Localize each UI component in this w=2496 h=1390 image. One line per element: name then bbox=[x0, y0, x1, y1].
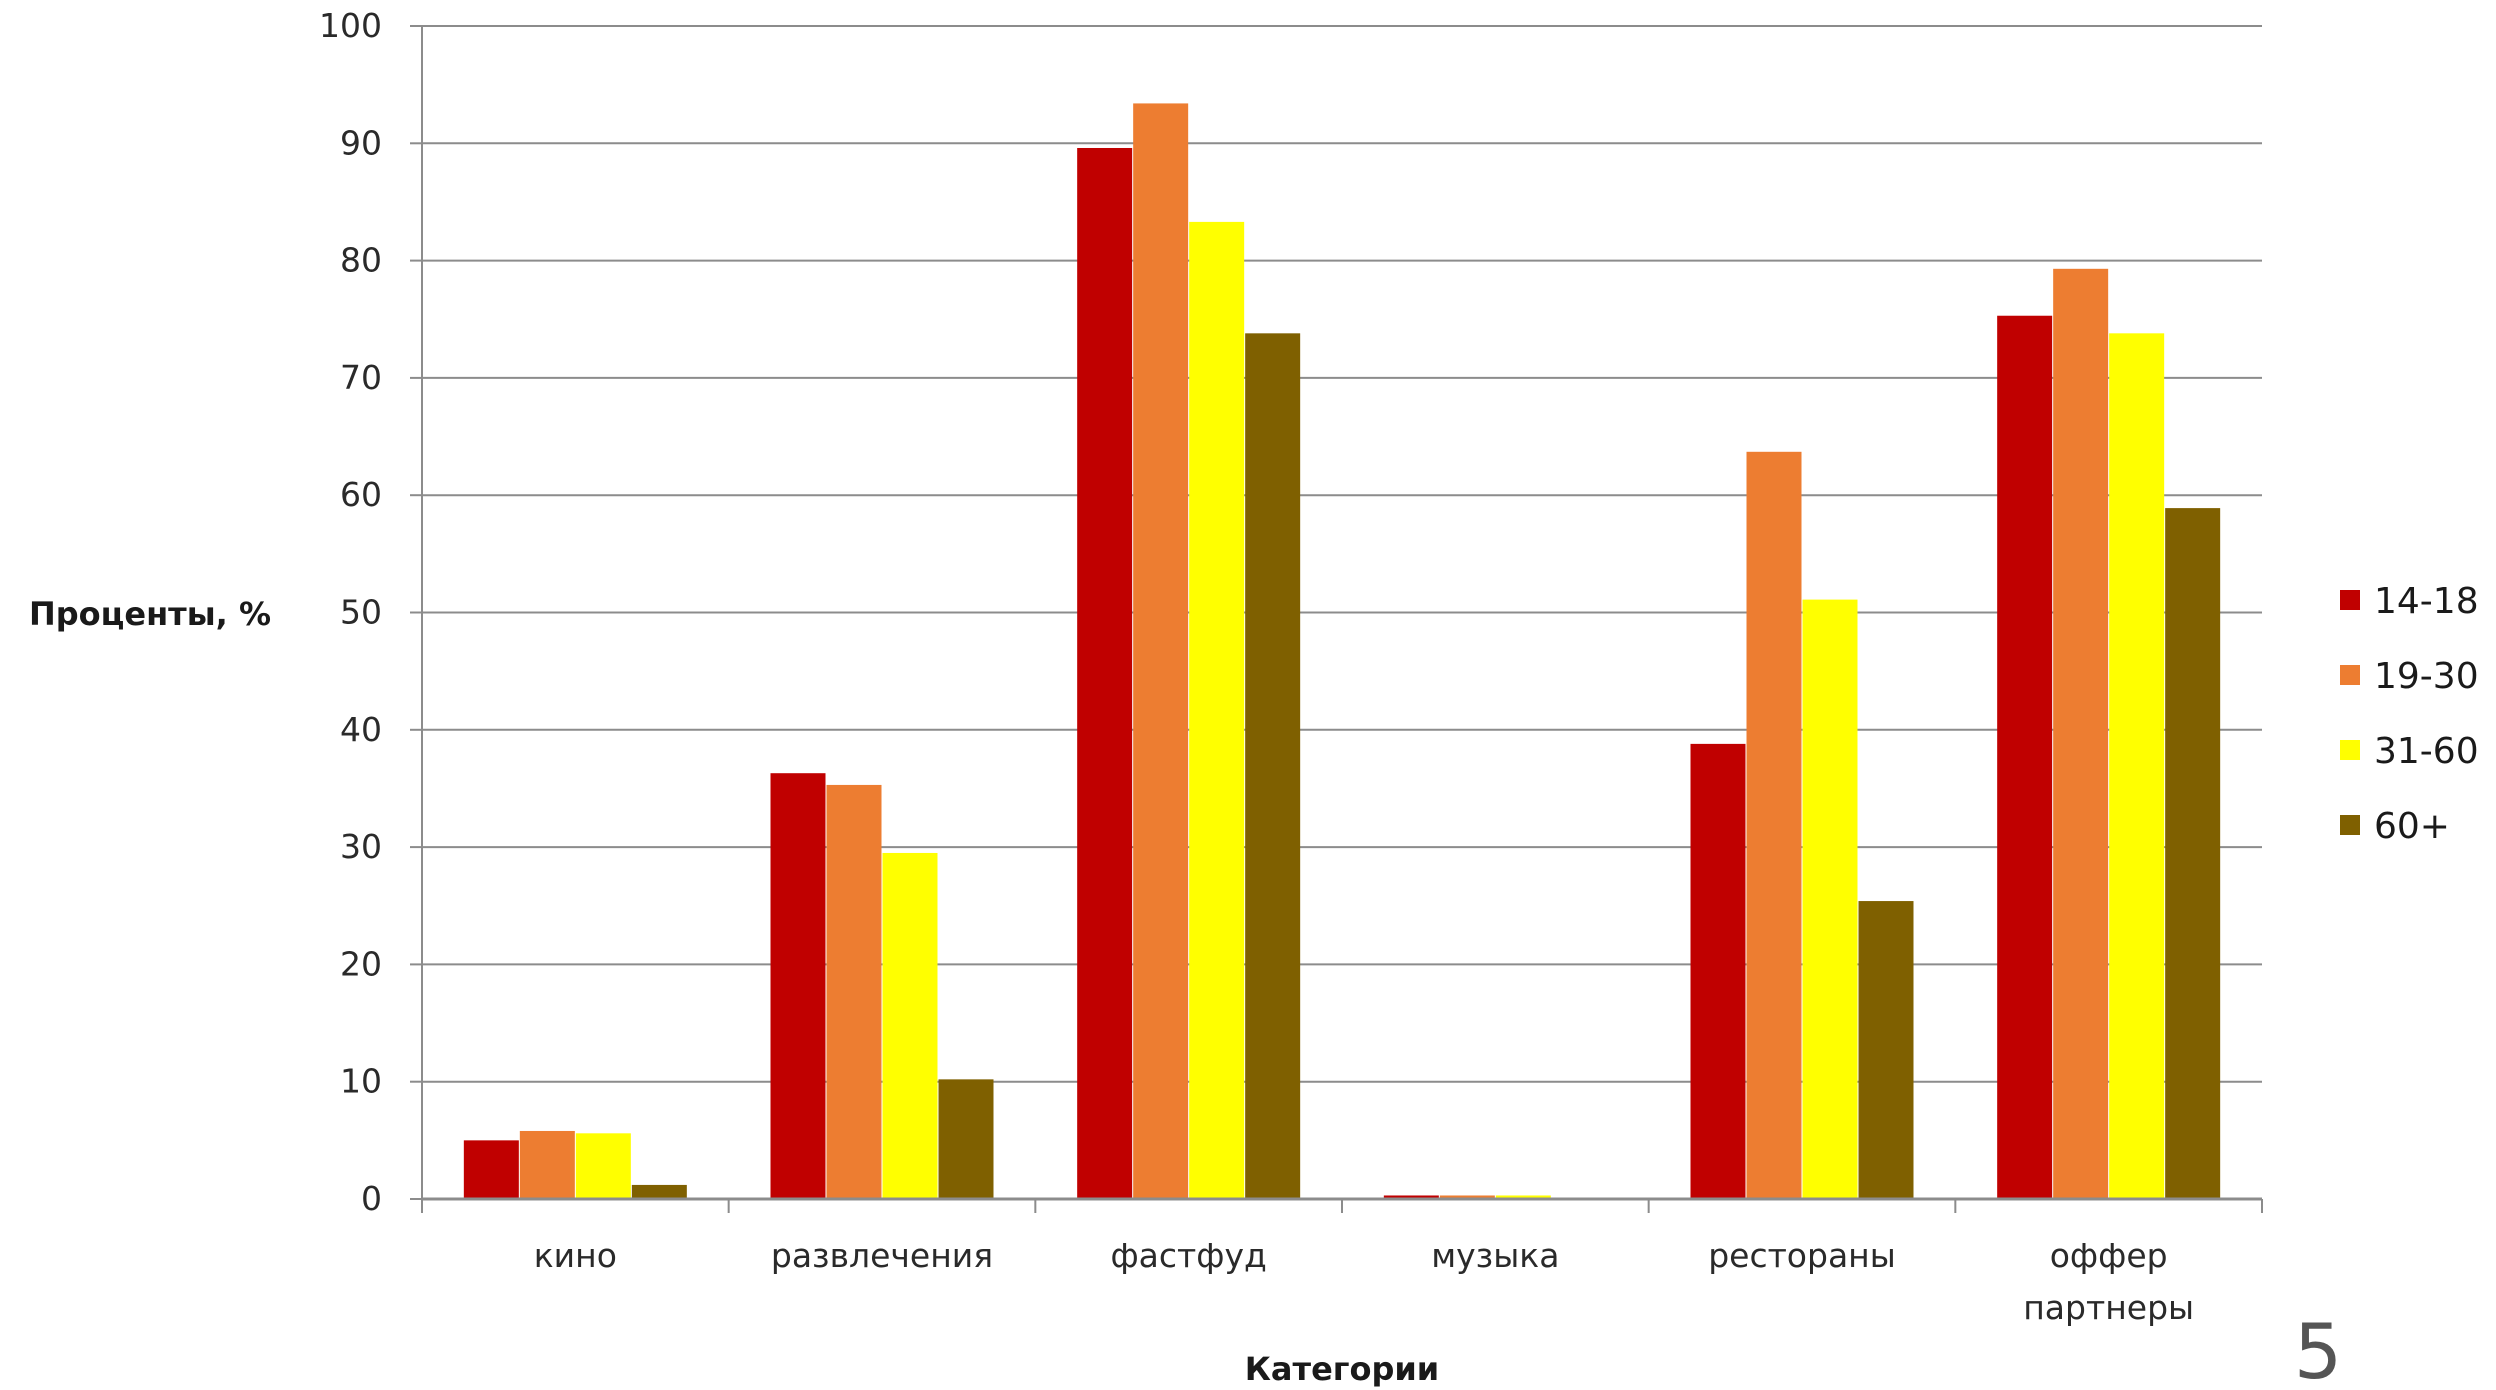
bar bbox=[1997, 315, 2053, 1200]
legend-label: 31-60 bbox=[2374, 731, 2479, 772]
bar bbox=[2109, 333, 2165, 1199]
bar bbox=[519, 1130, 575, 1199]
bar bbox=[2165, 508, 2221, 1199]
bar bbox=[1495, 1195, 1551, 1199]
bar bbox=[1077, 147, 1133, 1200]
bar bbox=[938, 1079, 994, 1199]
y-tick-label: 90 bbox=[340, 123, 382, 162]
y-tick-label: 50 bbox=[340, 593, 382, 632]
y-tick-label: 30 bbox=[340, 827, 382, 866]
legend-swatch bbox=[2340, 815, 2360, 835]
bar bbox=[1439, 1195, 1495, 1199]
y-tick-label: 70 bbox=[340, 358, 382, 397]
bar bbox=[463, 1140, 519, 1199]
x-tick-label: кино bbox=[534, 1236, 617, 1275]
bar bbox=[882, 852, 938, 1199]
y-axis-title: Проценты, % bbox=[29, 595, 271, 633]
y-tick-label: 20 bbox=[340, 944, 382, 983]
legend-label: 60+ bbox=[2374, 806, 2450, 847]
page-number: 5 bbox=[2294, 1307, 2342, 1390]
legend-swatch bbox=[2340, 590, 2360, 610]
bar bbox=[1245, 333, 1301, 1199]
legend-label: 19-30 bbox=[2374, 656, 2479, 697]
x-tick-label: фастфуд bbox=[1110, 1236, 1266, 1275]
bar bbox=[1802, 599, 1858, 1199]
x-tick-label: музыка bbox=[1431, 1236, 1559, 1275]
bar bbox=[631, 1184, 687, 1199]
bar bbox=[1383, 1195, 1439, 1199]
x-tick-label: развлечения bbox=[771, 1236, 993, 1275]
legend-swatch bbox=[2340, 740, 2360, 760]
legend-label: 14-18 bbox=[2374, 581, 2479, 622]
bar bbox=[1690, 743, 1746, 1199]
bar bbox=[826, 784, 882, 1199]
x-axis bbox=[421, 26, 2263, 1213]
y-tick-label: 10 bbox=[340, 1062, 382, 1101]
y-tick-label: 40 bbox=[340, 710, 382, 749]
bar bbox=[1189, 221, 1245, 1200]
y-tick-labels: 0 10 20 30 40 50 60 70 80 90 100 bbox=[319, 6, 382, 1218]
bar bbox=[770, 773, 826, 1199]
bar bbox=[1746, 451, 1802, 1199]
y-tick-label: 100 bbox=[319, 6, 382, 45]
x-tick-label: рестораны bbox=[1708, 1236, 1896, 1275]
bar bbox=[1133, 103, 1189, 1200]
bar bbox=[2053, 268, 2109, 1199]
x-axis-title: Категории bbox=[1245, 1350, 1439, 1388]
legend-swatch bbox=[2340, 665, 2360, 685]
y-tick-label: 0 bbox=[361, 1179, 382, 1218]
bar bbox=[1858, 901, 1914, 1199]
legend: 14-18 19-30 31-60 60+ bbox=[2340, 581, 2479, 847]
x-tick-label: оффер партнеры bbox=[2023, 1236, 2194, 1327]
x-tick-labels: кино развлечения фастфуд музыка рестораны офф… bbox=[534, 1236, 2194, 1327]
bar bbox=[575, 1133, 631, 1199]
bars bbox=[463, 103, 2221, 1200]
gridlines bbox=[410, 25, 2262, 1200]
y-tick-label: 60 bbox=[340, 475, 382, 514]
y-tick-label: 80 bbox=[340, 241, 382, 280]
